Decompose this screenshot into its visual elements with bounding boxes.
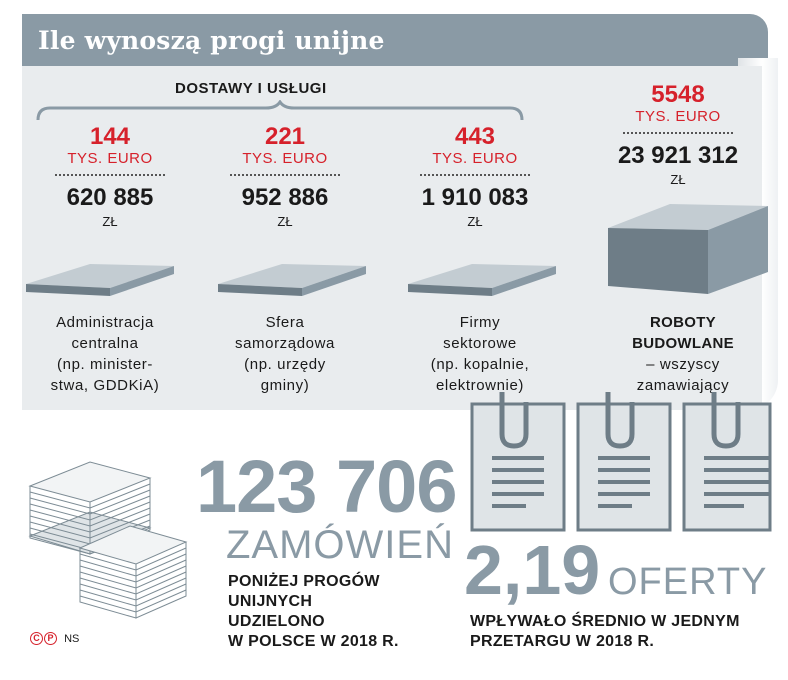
works-name: BUDOWLANE (632, 335, 734, 352)
threshold-unit: TYS. EURO (635, 108, 721, 125)
page-title: Ile wynoszą progi unijne (38, 26, 385, 55)
header-banner: Ile wynoszą progi unijne (22, 14, 768, 66)
desc-line: Sfera (265, 314, 305, 331)
offers-caption: WPŁYWAŁO ŚREDNIO W JEDNYM PRZETARGU W 20… (470, 612, 740, 652)
column-works: 5548 TYS. EURO 23 921 312 ZŁ (598, 82, 758, 188)
desc-line: (np. urzędy (244, 356, 326, 373)
orders-number: 123 706 (196, 445, 457, 528)
desc-line: centralna (71, 335, 139, 352)
threshold-unit: TYS. EURO (67, 150, 153, 167)
desc-line: – wszyscy (646, 356, 720, 373)
dotted-divider (420, 174, 530, 176)
threshold-value: 5548 (651, 81, 705, 108)
desc-line: (np. minister- (57, 356, 153, 373)
offers-word: OFERTY (608, 561, 768, 603)
amount-pln: 1 910 083 (421, 184, 529, 211)
caption-line: PONIŻEJ PROGÓW (228, 573, 380, 590)
desc-line: elektrownie) (435, 377, 525, 394)
desc-line: gminy) (260, 377, 310, 394)
currency-label: ZŁ (277, 214, 293, 229)
clipped-documents-icon (470, 392, 772, 532)
dotted-divider (55, 174, 165, 176)
desc-line: samorządowa (235, 335, 335, 352)
threshold-unit: TYS. EURO (242, 150, 328, 167)
currency-label: ZŁ (467, 214, 483, 229)
offers-number: 2,19 (464, 531, 601, 609)
currency-label: ZŁ (102, 214, 118, 229)
amount-pln: 620 885 (66, 184, 154, 211)
threshold-value: 443 (454, 123, 496, 150)
desc-line: Administracja (56, 314, 154, 331)
source-text: NS (64, 632, 80, 645)
amount-pln: 23 921 312 (617, 142, 739, 169)
supplies-bracket (36, 100, 524, 121)
orders-caption: PONIŻEJ PROGÓW UNIJNYCH UDZIELONO W POLS… (228, 572, 399, 652)
threshold-unit: TYS. EURO (432, 150, 518, 167)
works-name: ROBOTY (650, 314, 716, 331)
column-sector: 443 TYS. EURO 1 910 083 ZŁ (395, 124, 555, 230)
caption-line: W POLSCE W 2018 R. (228, 633, 399, 650)
desc-local: Sfera samorządowa (np. urzędy gminy) (200, 312, 370, 396)
supplies-label: DOSTAWY I USŁUGI (175, 80, 327, 97)
desc-line: (np. kopalnie, (430, 356, 530, 373)
paper-stacks-icon (28, 461, 188, 619)
column-local: 221 TYS. EURO 952 886 ZŁ (205, 124, 365, 230)
caption-line: UDZIELONO (228, 613, 325, 630)
currency-label: ZŁ (670, 172, 686, 187)
desc-central: Administracja centralna (np. minister- s… (20, 312, 190, 396)
dotted-divider (230, 174, 340, 176)
desc-line: Firmy (459, 314, 501, 331)
desc-line: sektorowe (443, 335, 517, 352)
caption-line: UNIJNYCH (228, 593, 313, 610)
thin-slab-icon (408, 264, 556, 296)
caption-line: WPŁYWAŁO ŚREDNIO W JEDNYM (470, 613, 740, 630)
thin-slab-icon (26, 264, 174, 296)
amount-pln: 952 886 (241, 184, 329, 211)
desc-sector: Firmy sektorowe (np. kopalnie, elektrown… (395, 312, 565, 396)
desc-line: stwa, GDDKiA) (50, 377, 160, 394)
desc-works: ROBOTY BUDOWLANE – wszyscy zamawiający (598, 312, 768, 396)
threshold-value: 221 (264, 123, 306, 150)
thin-slab-icon (218, 264, 366, 296)
copyright-icon: C (30, 632, 43, 645)
threshold-value: 144 (89, 123, 131, 150)
column-central: 144 TYS. EURO 620 885 ZŁ (30, 124, 190, 230)
dotted-divider (623, 132, 733, 134)
desc-line: zamawiający (636, 377, 730, 394)
orders-word: ZAMÓWIEŃ (226, 523, 454, 567)
press-icon: P (44, 632, 57, 645)
block-icon (608, 204, 768, 294)
caption-line: PRZETARGU W 2018 R. (470, 633, 655, 650)
